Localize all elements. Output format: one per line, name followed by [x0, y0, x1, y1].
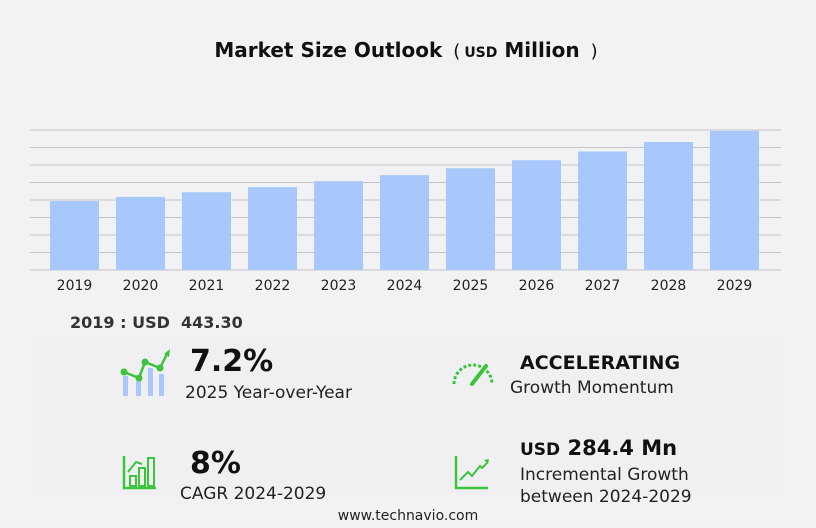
bar-2019 [50, 201, 99, 270]
x-tick-label: 2027 [585, 278, 621, 294]
bar-2026 [512, 160, 561, 270]
cagr-bar-icon [122, 456, 156, 490]
incremental-label: Incremental Growth [520, 465, 689, 485]
incremental-period: between 2024-2029 [520, 487, 692, 507]
incremental-number: 284.4 Mn [567, 436, 678, 460]
bar-2028 [644, 141, 693, 270]
cagr-label: CAGR 2024-2029 [180, 484, 327, 504]
bar-2022 [248, 187, 297, 270]
bar-2021 [182, 192, 231, 270]
x-tick-label: 2021 [189, 278, 225, 294]
stats-panel [32, 335, 784, 495]
bar-chart: 2019 2020 2021 2022 2023 2024 2025 2026 2027 2028… [30, 129, 781, 294]
bar-2027 [578, 151, 627, 270]
title-paren-close: ) [590, 41, 598, 62]
footer-url[interactable]: www.technavio.com [337, 508, 479, 524]
x-tick-label: 2028 [651, 278, 687, 294]
x-tick-label: 2025 [453, 278, 489, 294]
incremental-growth-icon [454, 456, 489, 490]
yoy-value: 7.2% [190, 344, 274, 379]
chart-title: Market Size Outlook (USD Million ) [0, 38, 816, 62]
bar-2024 [380, 175, 429, 270]
title-paren-open: ( [453, 41, 461, 62]
x-tick-label: 2020 [123, 278, 159, 294]
momentum-label: Growth Momentum [510, 378, 674, 398]
yoy-label: 2025 Year-over-Year [185, 383, 352, 403]
bar-2025 [446, 168, 495, 270]
x-tick-label: 2019 [57, 278, 93, 294]
x-tick-label: 2022 [255, 278, 291, 294]
title-main: Market Size Outlook [214, 38, 443, 62]
x-tick-label: 2026 [519, 278, 555, 294]
incremental-unit: USD [520, 440, 561, 460]
x-tick-label: 2024 [387, 278, 423, 294]
incremental-value: USD 284.4 Mn [520, 436, 677, 460]
base-year-number: 443.30 [181, 313, 243, 332]
base-year-value: 2019 : USD 443.30 [70, 313, 243, 332]
momentum-value: ACCELERATING [520, 352, 681, 374]
x-tick-label: 2029 [717, 278, 753, 294]
speedometer-icon [452, 363, 494, 386]
bar-2029 [710, 130, 759, 270]
bar-2020 [116, 196, 165, 270]
title-unit: USD [464, 45, 498, 61]
title-unit-label: Million [504, 38, 580, 62]
growth-chart-icon [120, 349, 170, 396]
cagr-value: 8% [190, 446, 241, 481]
bar-2023 [314, 181, 363, 270]
base-year-label: 2019 : USD [70, 313, 170, 332]
x-tick-label: 2023 [321, 278, 357, 294]
